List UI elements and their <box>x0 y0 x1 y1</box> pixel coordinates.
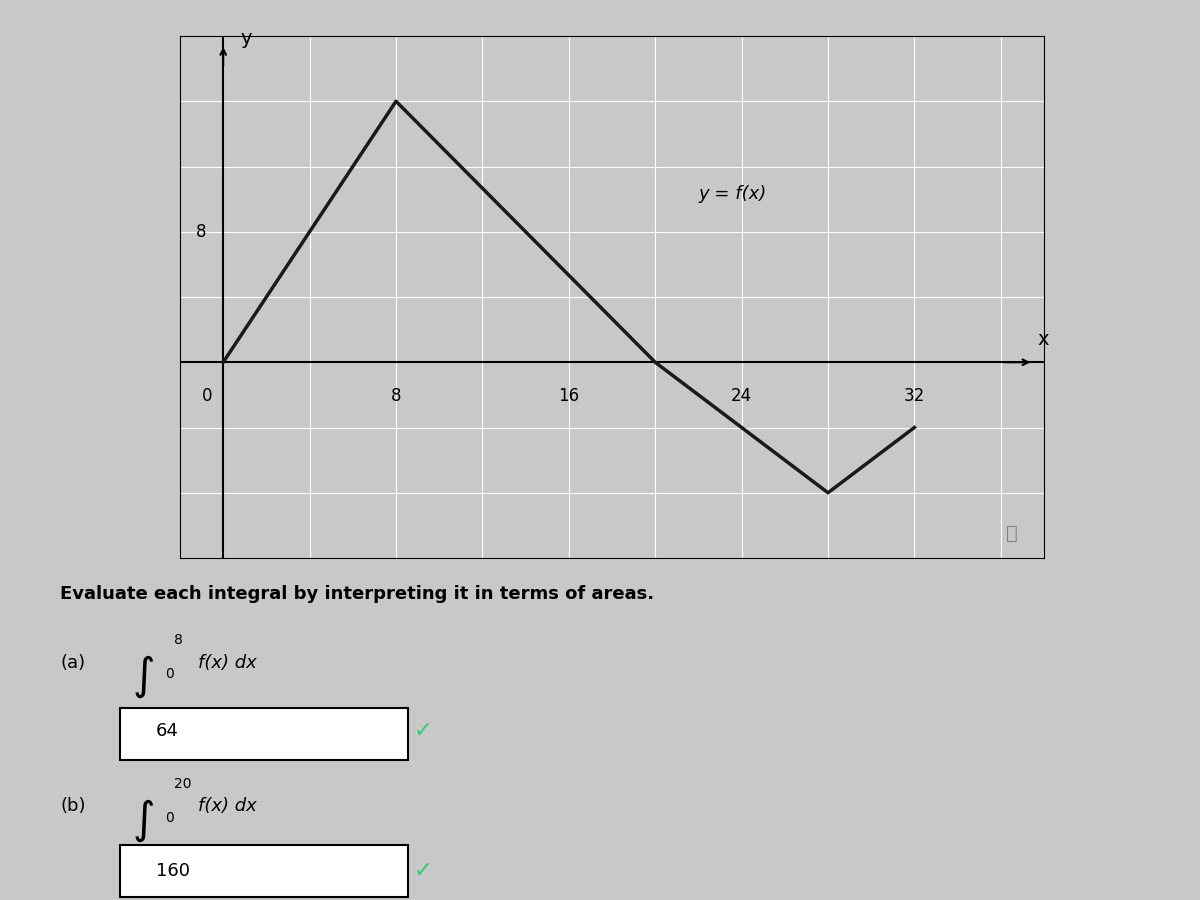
Text: f(x) dx: f(x) dx <box>198 797 257 815</box>
Text: 0: 0 <box>166 811 174 825</box>
Text: ✓: ✓ <box>414 721 433 741</box>
Text: (a): (a) <box>60 653 85 671</box>
Text: f(x) dx: f(x) dx <box>198 653 257 671</box>
FancyBboxPatch shape <box>120 708 408 760</box>
Text: x: x <box>1038 330 1049 349</box>
Text: 8: 8 <box>174 634 182 647</box>
Text: 0: 0 <box>166 668 174 681</box>
Text: 64: 64 <box>156 722 179 740</box>
Text: 8: 8 <box>391 387 401 405</box>
Text: 160: 160 <box>156 862 190 880</box>
Text: (b): (b) <box>60 797 85 815</box>
Text: $\int$: $\int$ <box>132 797 154 844</box>
Text: 16: 16 <box>558 387 580 405</box>
Text: 32: 32 <box>904 387 925 405</box>
FancyBboxPatch shape <box>120 845 408 896</box>
Text: 20: 20 <box>174 777 192 791</box>
Text: y = f(x): y = f(x) <box>698 185 767 203</box>
Text: Evaluate each integral by interpreting it in terms of areas.: Evaluate each integral by interpreting i… <box>60 585 654 603</box>
Text: 0: 0 <box>202 387 212 405</box>
Text: y: y <box>240 29 252 49</box>
Text: 8: 8 <box>196 223 206 240</box>
Text: $\int$: $\int$ <box>132 653 154 700</box>
Text: 24: 24 <box>731 387 752 405</box>
Text: ⓘ: ⓘ <box>1006 524 1018 543</box>
Text: ✓: ✓ <box>414 861 433 881</box>
